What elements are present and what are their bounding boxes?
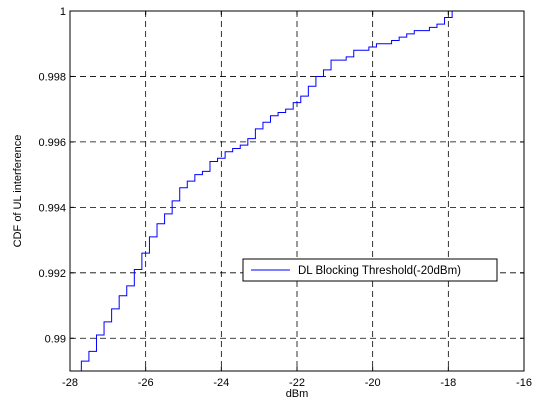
x-tick-label: -16: [516, 377, 532, 389]
y-tick-label: 0.992: [38, 268, 66, 280]
y-tick-labels: 0.99 0.992 0.994 0.996 0.998 1: [38, 6, 66, 345]
x-tick-label: -24: [213, 377, 229, 389]
legend-box: [242, 258, 498, 282]
legend-entry-label: DL Blocking Threshold(-20dBm): [298, 265, 461, 277]
y-tick-label: 0.996: [38, 137, 66, 149]
x-tick-label: -26: [138, 377, 154, 389]
series-layer: [73, 10, 456, 372]
y-tick-label: 0.994: [38, 202, 66, 214]
y-tick-label: 0.998: [38, 71, 66, 83]
series-line: [73, 10, 456, 372]
y-tick-label: 0.99: [45, 333, 66, 345]
x-tick-label: -20: [365, 377, 381, 389]
grid-lines: [70, 11, 524, 371]
x-axis-label: dBm: [286, 388, 309, 400]
y-axis-label: CDF of UL interference: [12, 135, 24, 248]
x-tick-label: -22: [289, 377, 305, 389]
x-tick-label: -18: [440, 377, 456, 389]
x-tick-labels: -28 -26 -24 -22 -20 -18 -16: [62, 377, 532, 389]
x-tick-label: -28: [62, 377, 78, 389]
legend: DL Blocking Threshold(-20dBm): [242, 258, 498, 282]
y-tick-label: 1: [60, 6, 66, 18]
tick-marks: [69, 10, 525, 371]
